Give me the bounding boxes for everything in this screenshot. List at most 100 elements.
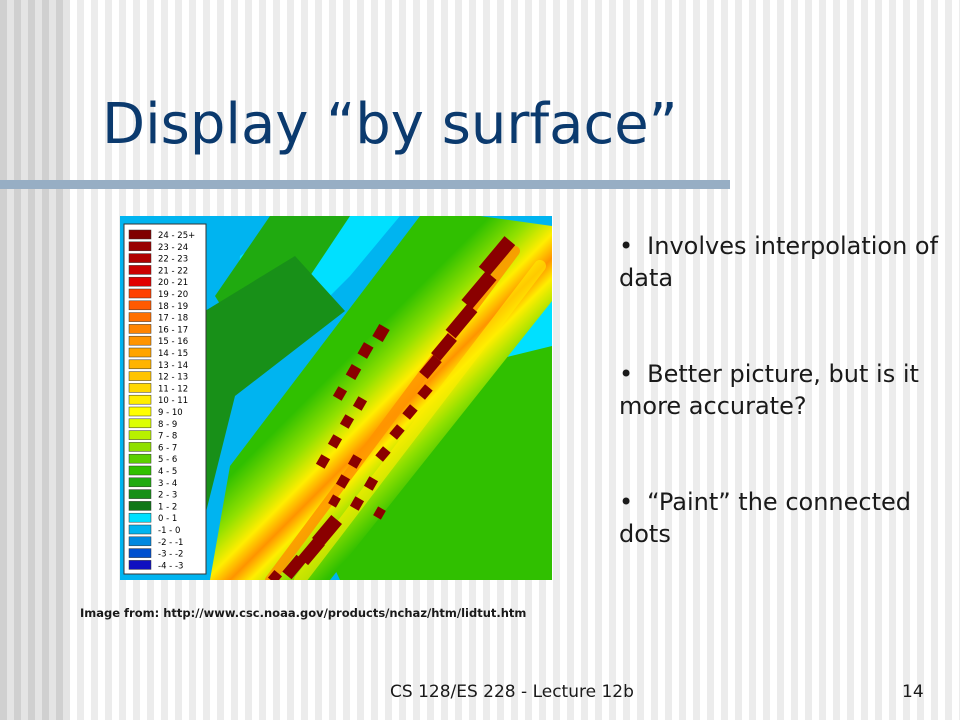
legend-swatch xyxy=(128,359,152,370)
map-building xyxy=(445,303,478,339)
legend-label: 2 - 3 xyxy=(158,491,177,501)
map-building xyxy=(478,236,516,276)
legend-label: 20 - 21 xyxy=(158,278,188,288)
legend-label: 13 - 14 xyxy=(158,361,188,371)
legend-swatch xyxy=(128,430,152,440)
legend-swatch xyxy=(128,489,152,499)
map-building xyxy=(349,496,365,511)
legend-swatch xyxy=(128,383,152,393)
map-building xyxy=(298,536,325,566)
bullet-symbol: • xyxy=(619,360,634,388)
page-number: 14 xyxy=(902,682,924,702)
legend-swatch xyxy=(128,453,152,464)
map-building xyxy=(417,384,433,400)
map-building xyxy=(327,434,343,449)
legend-label: 10 - 11 xyxy=(158,396,188,406)
legend-swatch xyxy=(128,312,152,322)
legend-swatch xyxy=(128,548,152,558)
slide-title: Display “by surface” xyxy=(102,92,678,157)
legend-swatch xyxy=(128,241,152,252)
legend-label: 12 - 13 xyxy=(158,373,188,383)
legend-label: 8 - 9 xyxy=(158,420,177,430)
legend-label: 6 - 7 xyxy=(158,443,177,453)
map-building xyxy=(347,454,363,469)
legend-label: 23 - 24 xyxy=(158,243,188,253)
map-building xyxy=(402,404,418,420)
legend-label: 0 - 1 xyxy=(158,514,177,524)
legend-label: -1 - 0 xyxy=(158,526,180,536)
legend-swatch xyxy=(128,536,152,547)
legend-label: 22 - 23 xyxy=(158,255,188,265)
legend-label: 3 - 4 xyxy=(158,479,177,489)
map-building xyxy=(419,355,442,379)
legend-swatch xyxy=(128,229,152,240)
legend-swatch xyxy=(128,347,152,358)
map-building xyxy=(357,342,374,359)
bullet-item-paint: • “Paint” the connected dots xyxy=(619,486,939,550)
legend-label: -4 - -3 xyxy=(158,561,183,571)
legend-swatch xyxy=(128,512,152,523)
map-building xyxy=(328,494,341,508)
map-building xyxy=(315,454,331,469)
bullet-item-interpolation: • Involves interpolation of data xyxy=(619,230,939,294)
map-building xyxy=(375,446,391,462)
legend-label: 19 - 20 xyxy=(158,290,188,300)
map-building xyxy=(282,554,306,580)
legend-swatch xyxy=(128,335,152,346)
legend-label: 15 - 16 xyxy=(158,337,188,347)
legend-label: 1 - 2 xyxy=(158,502,177,512)
bullet-symbol: • xyxy=(619,232,634,260)
map-building xyxy=(431,333,457,361)
legend-label: 24 - 25+ xyxy=(158,231,195,241)
bullet-item-accuracy: • Better picture, but is it more accurate… xyxy=(619,358,939,422)
legend-swatch xyxy=(128,406,152,417)
legend-swatch xyxy=(128,442,152,452)
legend-swatch xyxy=(128,477,152,488)
legend-label: -2 - -1 xyxy=(158,538,183,548)
legend-swatch xyxy=(128,276,152,287)
legend-swatch xyxy=(128,524,152,535)
map-buildings xyxy=(267,236,516,580)
map-building xyxy=(332,386,348,401)
legend-swatch xyxy=(128,394,152,405)
map-building xyxy=(373,506,386,520)
map-building xyxy=(335,474,351,489)
map-building xyxy=(372,323,390,343)
bullet-symbol: • xyxy=(619,488,634,516)
bullet-text: “Paint” the connected dots xyxy=(619,488,911,548)
legend-label: 9 - 10 xyxy=(158,408,183,418)
legend-swatch xyxy=(128,501,152,511)
legend-label: 11 - 12 xyxy=(158,384,188,394)
legend-swatch xyxy=(128,560,152,570)
map-building xyxy=(345,364,362,380)
bullet-text: Better picture, but is it more accurate? xyxy=(619,360,919,420)
slide-footer: CS 128/ES 228 - Lecture 12b xyxy=(390,682,634,702)
map-building xyxy=(267,569,283,580)
legend-swatch xyxy=(128,324,152,334)
legend-label: 4 - 5 xyxy=(158,467,177,477)
map-green-marsh xyxy=(205,256,345,516)
bullet-text: Involves interpolation of data xyxy=(619,232,939,292)
legend-swatch xyxy=(128,418,152,429)
legend-label: 5 - 6 xyxy=(158,455,177,465)
legend-label: 16 - 17 xyxy=(158,325,188,335)
slide-left-band xyxy=(0,0,70,720)
map-building xyxy=(311,515,343,547)
map-building xyxy=(339,414,355,429)
legend-swatch xyxy=(128,300,152,311)
image-source-caption: Image from: http://www.csc.noaa.gov/prod… xyxy=(80,606,527,620)
legend-swatch xyxy=(128,288,152,299)
legend-label: 14 - 15 xyxy=(158,349,188,359)
legend-label: 18 - 19 xyxy=(158,302,188,312)
map-building xyxy=(352,396,368,411)
map-ridge-crest xyxy=(294,260,546,580)
legend-label: 21 - 22 xyxy=(158,266,188,276)
legend-swatch xyxy=(128,265,152,275)
legend-swatch xyxy=(128,371,152,381)
map-building xyxy=(363,476,379,491)
map-building xyxy=(461,270,497,310)
legend-swatch xyxy=(128,465,152,476)
legend-label: 7 - 8 xyxy=(158,432,177,442)
legend-label: -3 - -2 xyxy=(158,550,183,560)
